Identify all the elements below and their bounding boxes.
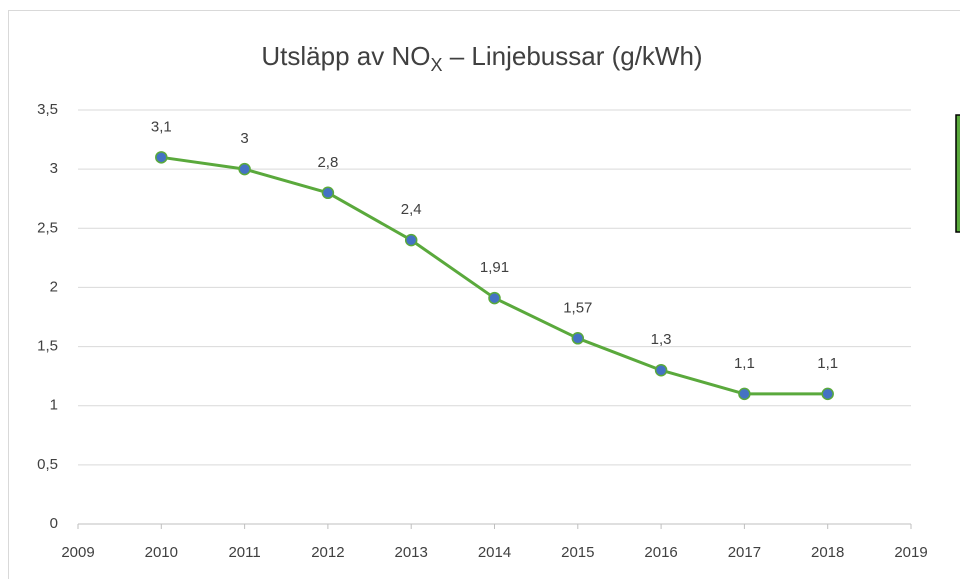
y-tick-label: 0 — [50, 515, 58, 532]
x-tick-label: 2019 — [894, 544, 927, 561]
x-tick-label: 2013 — [395, 544, 428, 561]
point — [321, 186, 335, 200]
point — [738, 387, 751, 401]
y-tick-label: 1,5 — [37, 338, 58, 355]
x-tick-label: 2014 — [478, 544, 511, 561]
x-tick-label: 2015 — [561, 544, 594, 561]
x-tick-label: 2011 — [228, 544, 260, 561]
x-tick-label: 2017 — [728, 544, 761, 561]
x-tick-label: 2016 — [644, 544, 677, 561]
point — [488, 291, 501, 305]
point — [238, 162, 251, 176]
x-tick-label: 2018 — [811, 544, 844, 561]
data-label: 3,1 — [151, 118, 172, 135]
data-label: 2,8 — [317, 154, 338, 171]
x-tick-label: 2012 — [311, 544, 344, 561]
y-tick-label: 3,5 — [37, 101, 58, 118]
title-subscript: X — [430, 55, 442, 75]
x-tick-label: 2010 — [145, 544, 178, 561]
chart-frame — [8, 10, 960, 579]
y-tick-label: 1 — [50, 397, 58, 414]
data-label: 1,1 — [817, 355, 838, 372]
data-label: 1,57 — [563, 299, 592, 316]
chart-title: Utsläpp av NOX – Linjebussar (g/kWh) — [261, 41, 702, 75]
point — [155, 151, 168, 164]
y-tick-label: 3 — [50, 160, 58, 177]
x-tick-label: 2009 — [61, 544, 94, 561]
data-label: 1,91 — [480, 259, 509, 276]
y-tick-label: 2 — [50, 278, 58, 295]
y-tick-label: 0,5 — [37, 456, 58, 473]
title-suffix: – Linjebussar (g/kWh) — [442, 41, 702, 71]
legend-key — [955, 114, 960, 233]
data-label: 3 — [240, 130, 248, 147]
data-label: 1,3 — [651, 331, 672, 348]
point — [821, 387, 834, 401]
y-tick-label: 2,5 — [37, 219, 58, 236]
point — [404, 233, 418, 247]
data-label: 1,1 — [734, 355, 755, 372]
point — [654, 363, 668, 377]
point — [571, 332, 585, 345]
title-text: Utsläpp av NO — [261, 41, 430, 71]
data-label: 2,4 — [401, 201, 422, 218]
